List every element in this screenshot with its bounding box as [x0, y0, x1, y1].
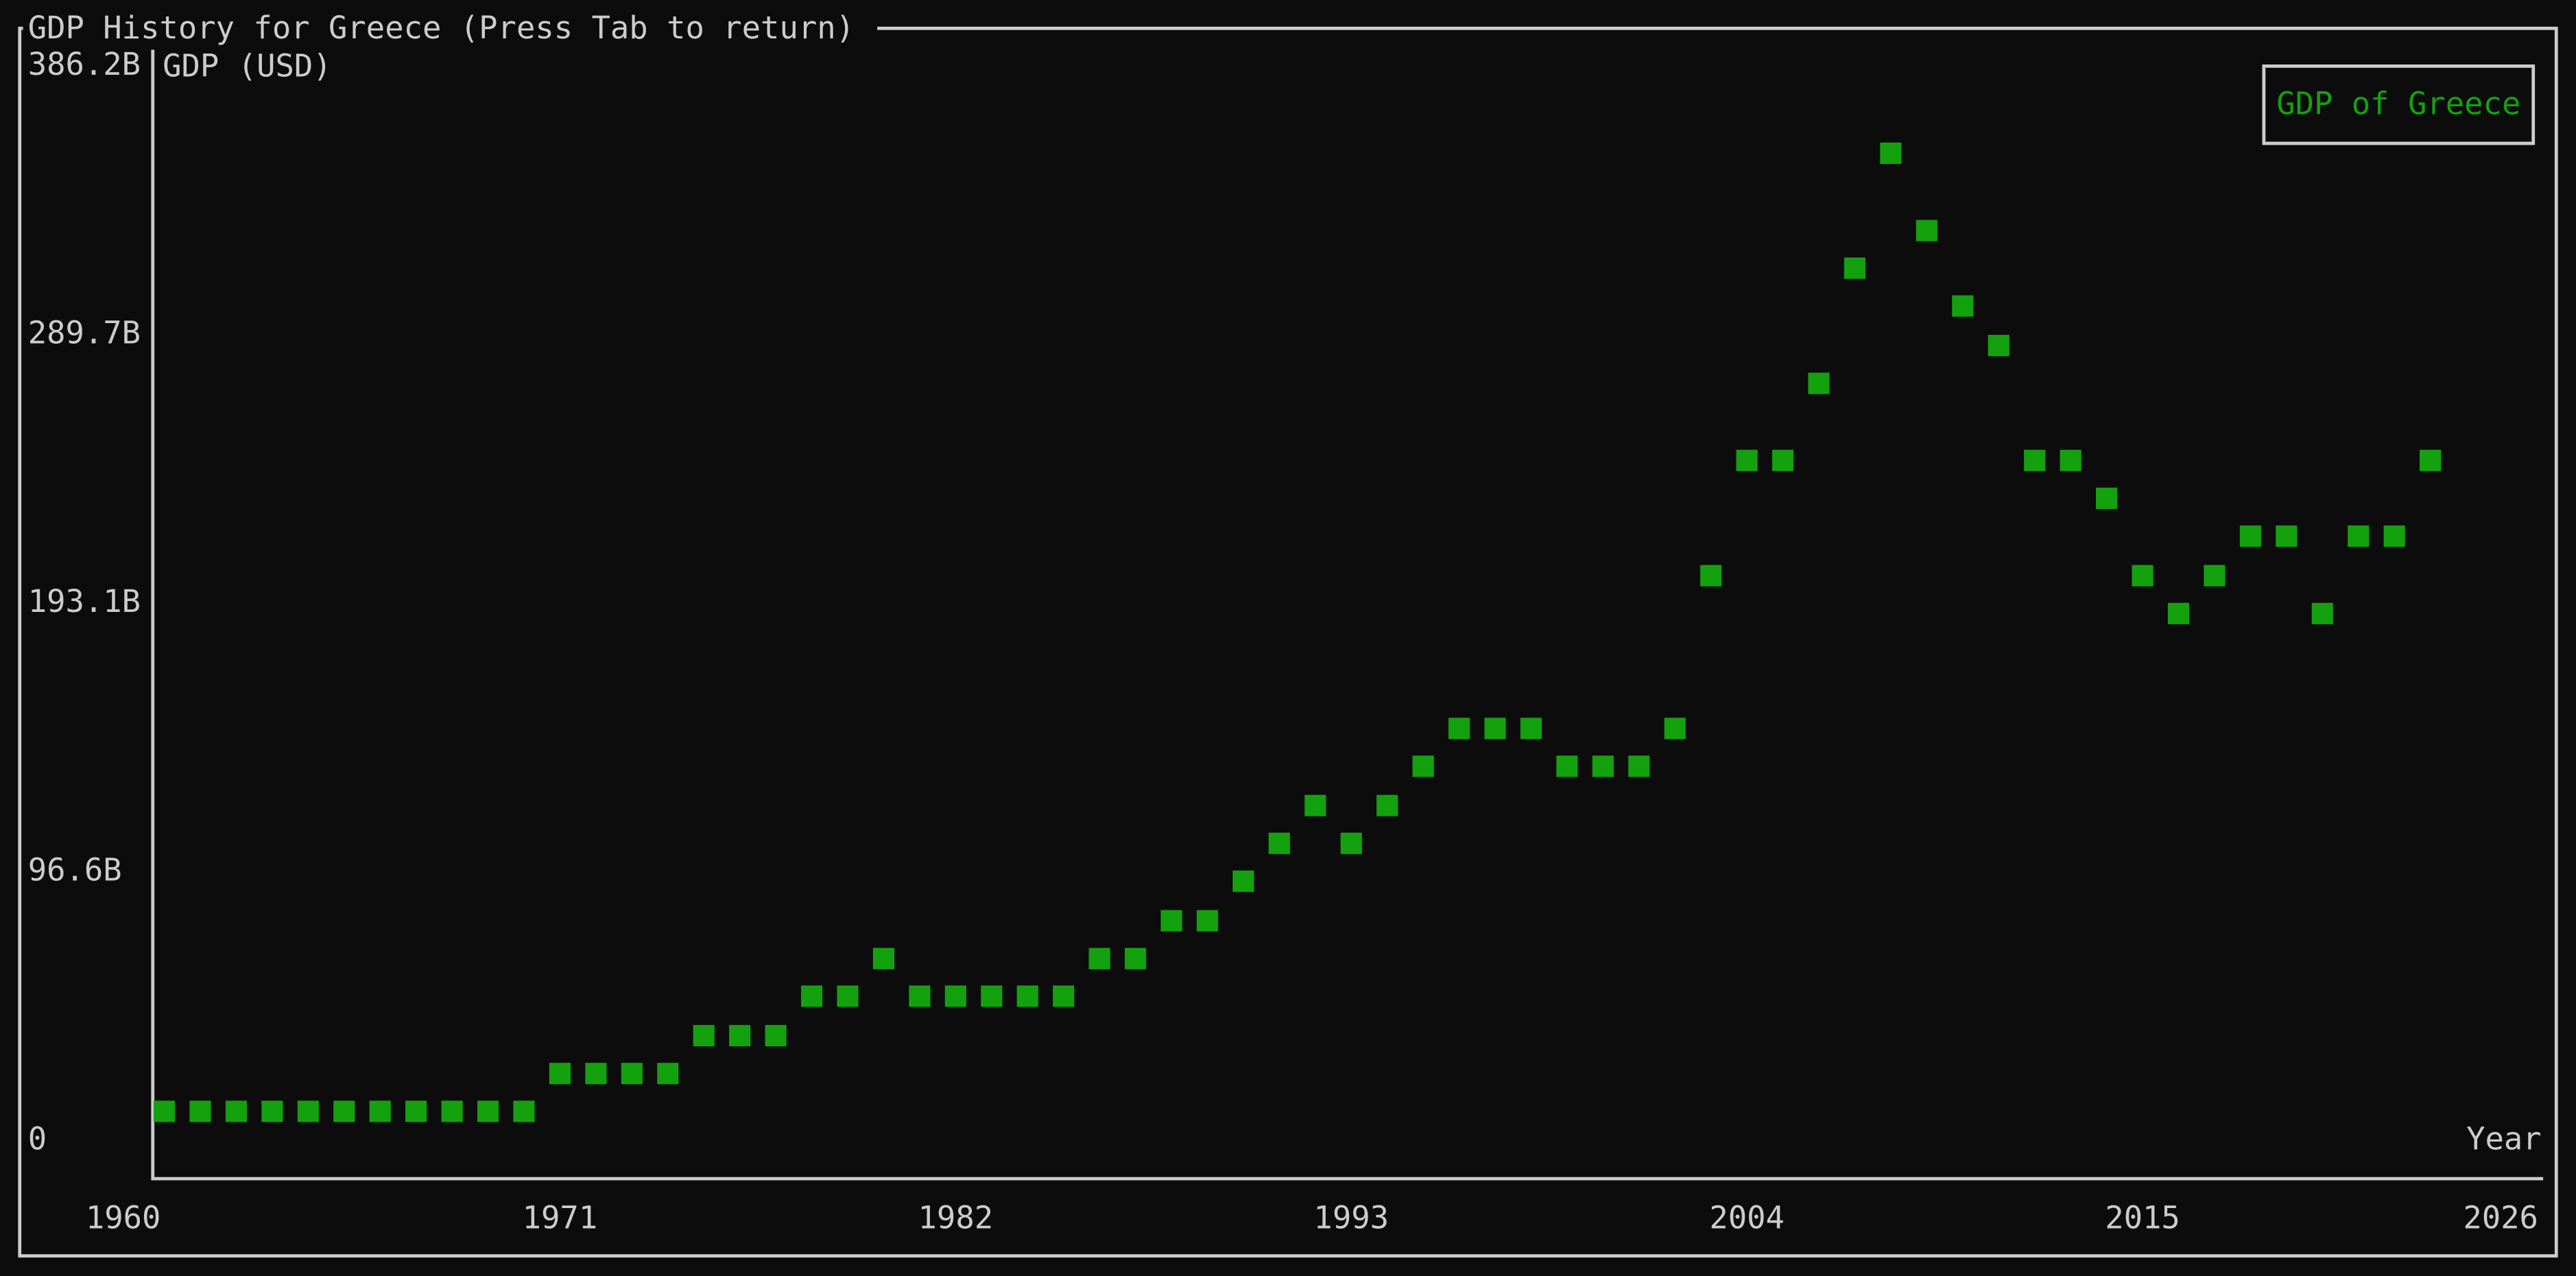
data-point — [333, 1100, 355, 1122]
data-point — [261, 1100, 283, 1122]
x-axis-label: Year — [2466, 1120, 2542, 1157]
data-point — [621, 1063, 643, 1085]
y-tick-label: 386.2B — [28, 46, 141, 82]
y-tick-label: 96.6B — [28, 852, 122, 888]
title-backdrop — [23, 10, 878, 47]
data-point — [369, 1100, 391, 1122]
data-point — [477, 1100, 499, 1122]
data-point — [1016, 985, 1038, 1007]
x-tick-label: 1971 — [523, 1199, 598, 1236]
data-point — [2311, 602, 2333, 624]
data-point — [1700, 565, 1722, 587]
legend-entry: GDP of Greece — [2276, 85, 2520, 121]
data-point — [2095, 487, 2118, 509]
data-point — [1053, 985, 1075, 1007]
x-tick-label: 2026 — [2463, 1199, 2538, 1236]
data-point — [765, 1025, 787, 1047]
data-point — [981, 985, 1003, 1007]
data-point — [2060, 449, 2082, 471]
data-point — [1376, 794, 1398, 816]
y-tick-label: 193.1B — [28, 583, 141, 619]
data-point — [1844, 257, 1866, 279]
data-point — [153, 1100, 176, 1122]
data-point — [2132, 565, 2154, 587]
x-tick-label: 1960 — [86, 1199, 161, 1236]
data-point — [405, 1100, 427, 1122]
data-point — [693, 1025, 715, 1047]
y-tick-label: 289.7B — [28, 314, 141, 351]
x-tick-label: 2004 — [1709, 1199, 1785, 1236]
data-point — [1772, 449, 1794, 471]
data-point — [2348, 525, 2370, 547]
data-point — [909, 985, 931, 1007]
data-point — [1124, 947, 1147, 969]
window-title: GDP History for Greece (Press Tab to ret… — [28, 10, 855, 46]
y-tick-label: 0 — [28, 1120, 47, 1157]
window-border — [18, 26, 2558, 1258]
data-point — [1268, 832, 1290, 854]
x-tick-label: 1993 — [1313, 1199, 1389, 1236]
axes — [151, 49, 2544, 1181]
data-point — [2239, 525, 2261, 547]
y-axis-label: GDP (USD) — [163, 47, 332, 84]
data-point — [729, 1025, 751, 1047]
data-point — [2276, 525, 2298, 547]
data-point — [441, 1100, 463, 1122]
data-point — [1520, 718, 1542, 740]
data-point — [1484, 718, 1506, 740]
data-point — [1448, 718, 1470, 740]
data-point — [1304, 794, 1326, 816]
data-point — [1160, 910, 1182, 932]
data-point — [872, 947, 895, 969]
legend-box — [2262, 64, 2536, 145]
data-point — [1232, 870, 1254, 893]
data-point — [1916, 220, 1937, 241]
data-point — [2420, 449, 2442, 471]
data-point — [189, 1100, 211, 1122]
data-point — [1592, 755, 1614, 777]
data-point — [944, 985, 966, 1007]
data-point — [549, 1063, 571, 1085]
data-point — [1880, 142, 1902, 164]
data-point — [1412, 755, 1434, 777]
data-point — [225, 1100, 248, 1122]
data-point — [1340, 832, 1362, 854]
data-point — [837, 985, 859, 1007]
data-point — [1088, 947, 1110, 969]
data-point — [1952, 295, 1974, 317]
data-point — [657, 1063, 679, 1085]
data-point — [2204, 565, 2226, 587]
data-point — [2167, 602, 2190, 624]
data-point — [1808, 373, 1830, 394]
x-tick-label: 1982 — [918, 1199, 994, 1236]
data-point — [800, 985, 823, 1007]
data-point — [1988, 335, 2009, 357]
data-point — [1556, 755, 1578, 777]
data-point — [2383, 525, 2405, 547]
data-point — [2024, 449, 2046, 471]
data-point — [1736, 449, 1758, 471]
data-point — [1196, 910, 1219, 932]
data-point — [513, 1100, 535, 1122]
data-point — [1664, 718, 1686, 740]
legend: GDP of Greece — [2262, 64, 2536, 145]
data-point — [585, 1063, 607, 1085]
x-tick-label: 2015 — [2105, 1199, 2180, 1236]
data-point — [1628, 755, 1650, 777]
data-point — [297, 1100, 319, 1122]
